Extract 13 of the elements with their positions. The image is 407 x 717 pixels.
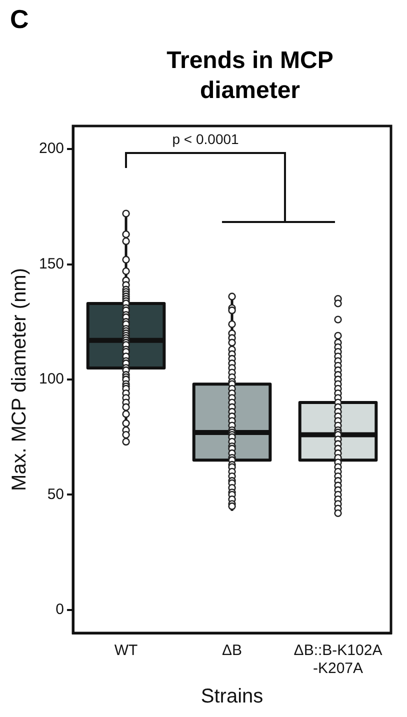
- text: C: [10, 4, 29, 35]
- x-tick-label: ΔB: [222, 642, 242, 660]
- x-axis-title: Strains: [200, 686, 264, 708]
- x-tick-label: WT: [114, 642, 138, 660]
- y-tick-label: 50: [47, 486, 64, 503]
- y-tick-label: 0: [56, 601, 64, 618]
- chart-title: Trends in MCP diameter: [166, 46, 334, 106]
- y-tick-label: 200: [38, 140, 64, 158]
- y-tick-label: 100: [38, 370, 64, 388]
- y-tick-label: 150: [38, 255, 64, 272]
- annotation: p < 0.0001: [172, 130, 240, 147]
- y-axis-title: Max. MCP diameter (nm): [8, 268, 31, 492]
- x-tick-label: ΔB::B-K102A-K207A: [294, 642, 382, 678]
